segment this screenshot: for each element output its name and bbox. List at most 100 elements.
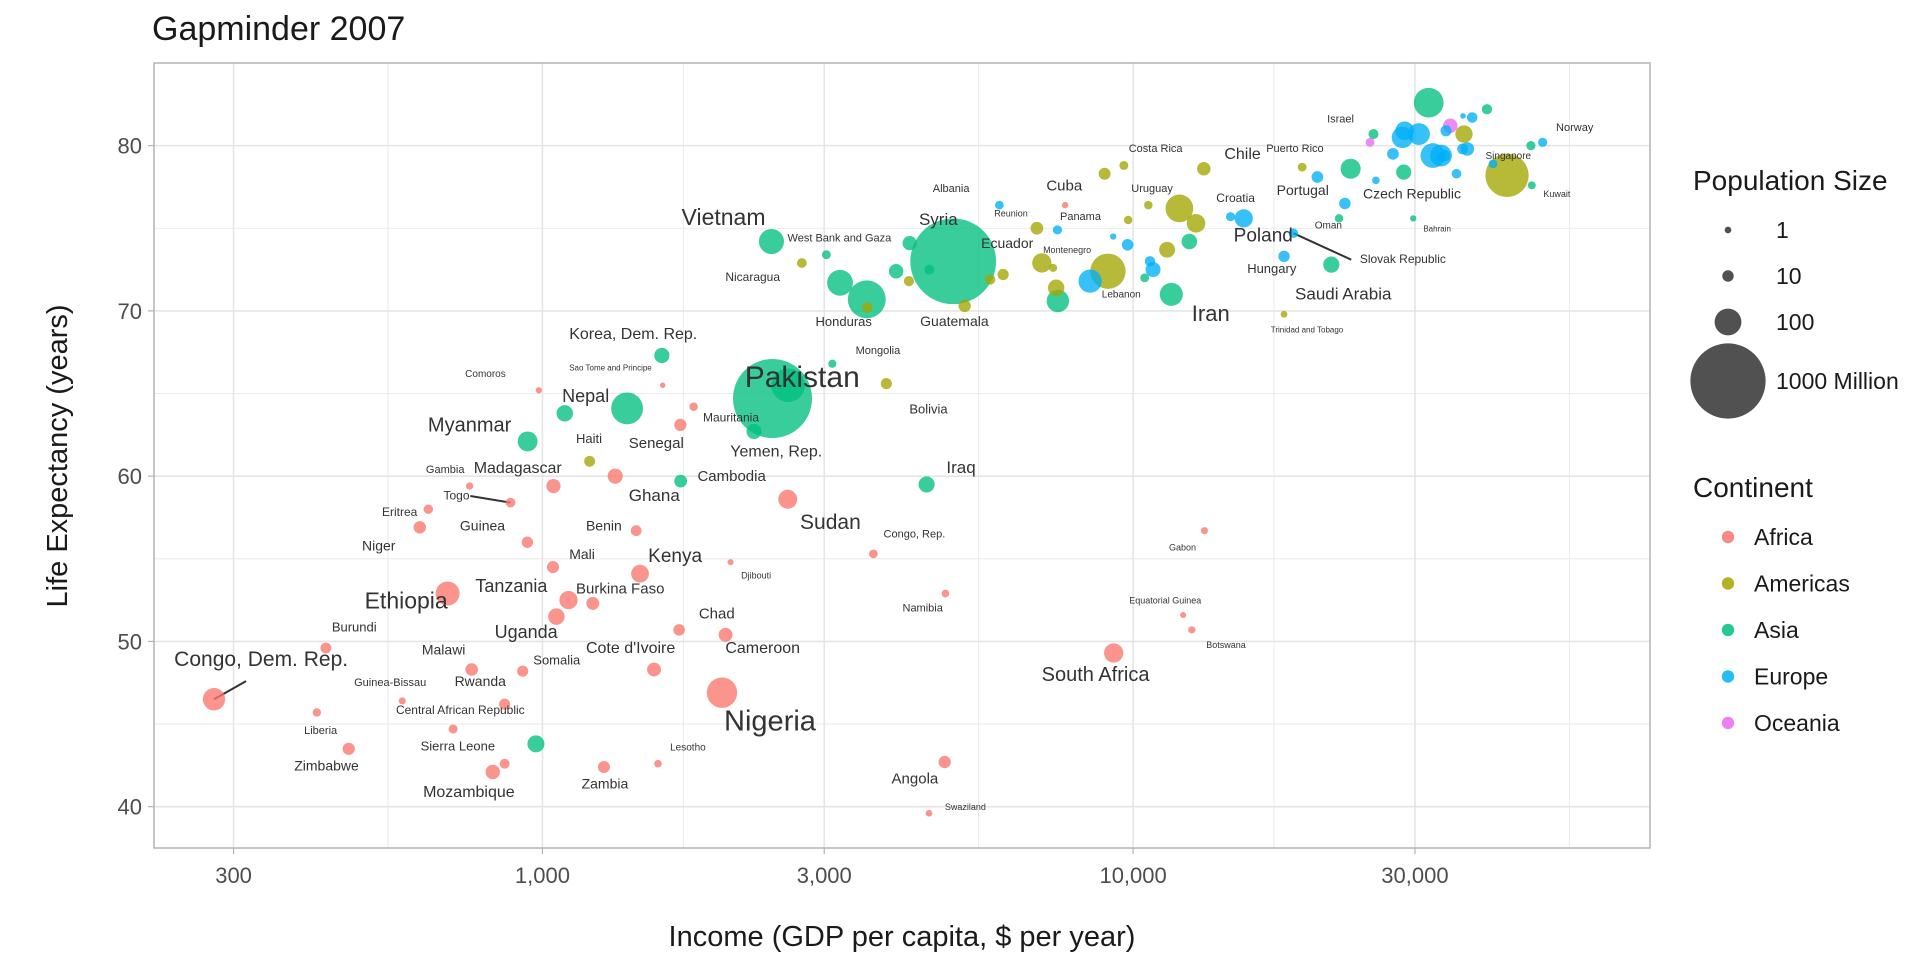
data-point: Honduras	[862, 302, 873, 313]
data-point: Uruguay	[1144, 200, 1153, 210]
color-legend-label: Africa	[1754, 524, 1813, 550]
country-label: Sierra Leone	[421, 738, 495, 753]
data-point: Sudan	[778, 489, 798, 509]
country-label: Trinidad and Tobago	[1271, 325, 1344, 334]
data-point: Switzerland	[1466, 112, 1478, 123]
country-label: Swaziland	[945, 802, 986, 812]
data-point: Guinea-Bissau	[398, 697, 406, 705]
country-label: Equatorial Guinea	[1129, 595, 1201, 605]
country-label: Myanmar	[428, 415, 512, 437]
data-point: Indonesia	[847, 280, 886, 319]
country-label: Ecuador	[981, 235, 1033, 251]
country-label: Congo, Dem. Rep.	[174, 648, 348, 671]
chart-title: Gapminder 2007	[152, 10, 405, 48]
data-point: Canada	[1455, 125, 1473, 143]
country-label: Somalia	[533, 653, 581, 668]
data-point: Burkina Faso	[586, 596, 600, 610]
color-legend-key	[1721, 530, 1735, 544]
data-point: Montenegro	[1110, 233, 1117, 240]
data-point: Cote d'Ivoire	[647, 662, 661, 677]
data-point: Ghana	[607, 468, 623, 484]
country-label: Oman	[1315, 220, 1342, 231]
x-tick-label: 3,000	[797, 863, 852, 888]
color-legend-label: Oceania	[1754, 710, 1840, 736]
data-point: Hungary	[1278, 250, 1290, 263]
data-point: Ireland	[1488, 159, 1498, 169]
country-label: Niger	[362, 538, 396, 554]
size-legend: Population Size 1 10 100 1000 Million	[1690, 165, 1899, 419]
data-point: Djibouti	[727, 559, 734, 566]
data-point: Lesotho	[654, 759, 662, 768]
data-point: Niger	[413, 521, 427, 534]
data-point: Japan	[1413, 87, 1444, 118]
data-point: Cameroon	[718, 627, 733, 642]
country-label: Madagascar	[474, 460, 563, 477]
data-point: Korea, Rep.	[1340, 158, 1361, 179]
data-point: Peru	[1047, 279, 1065, 296]
data-point: Nepal	[556, 405, 573, 422]
color-legend-title: Continent	[1693, 472, 1813, 503]
data-point: Hong Kong, China	[1481, 104, 1493, 115]
x-tick-label: 300	[215, 863, 252, 888]
data-point: Pakistan	[771, 368, 805, 403]
data-point: Saudi Arabia	[1323, 256, 1340, 273]
data-point: Equatorial Guinea	[1180, 611, 1187, 619]
data-point: Slovak Republic	[1288, 228, 1299, 239]
country-label: Congo, Rep.	[884, 528, 946, 540]
country-label: Iraq	[946, 458, 975, 477]
data-point: Sri Lanka	[888, 263, 904, 279]
color-legend-label: Europe	[1754, 664, 1828, 690]
data-point: Myanmar	[517, 431, 538, 452]
plot-border	[153, 62, 1651, 849]
data-point: Mali	[546, 560, 560, 574]
x-tick-label: 10,000	[1099, 863, 1166, 888]
size-legend-key	[1722, 270, 1734, 282]
country-label: Eritrea	[382, 505, 418, 519]
country-label: Albania	[933, 183, 971, 195]
country-label: Bolivia	[909, 401, 948, 416]
y-axis-title: Life Expectancy (years)	[42, 304, 74, 607]
data-point: Spain	[1395, 121, 1414, 141]
country-label: Nicaragua	[725, 270, 780, 284]
size-legend-label: 10	[1776, 263, 1802, 289]
size-legend-key	[1714, 308, 1742, 336]
country-label: Botswana	[1206, 640, 1246, 650]
country-label: Nigeria	[724, 706, 817, 738]
data-point: Ethiopia	[435, 581, 460, 606]
data-point: Guinea	[521, 536, 534, 548]
data-point: Liberia	[312, 708, 322, 717]
country-label: Ghana	[629, 486, 681, 505]
country-labels: Congo, Dem. Rep.BurundiGuinea-BissauLibe…	[174, 113, 1594, 811]
data-point: Puerto Rico	[1297, 162, 1307, 172]
data-point: Gabon	[1200, 527, 1208, 535]
country-label: Togo	[443, 488, 469, 502]
country-label: Puerto Rico	[1266, 143, 1323, 155]
country-label: Malawi	[422, 642, 466, 658]
country-label: Burkina Faso	[576, 580, 664, 597]
country-label: Panama	[1060, 211, 1102, 223]
country-label: Montenegro	[1043, 245, 1091, 255]
country-label: Costa Rica	[1129, 143, 1184, 155]
country-label: Czech Republic	[1363, 186, 1461, 202]
data-point: Mexico	[1165, 194, 1194, 223]
data-point: Croatia	[1225, 212, 1236, 222]
country-label: Senegal	[629, 435, 684, 452]
data-point: Portugal	[1311, 171, 1324, 183]
country-label: Gabon	[1169, 543, 1196, 553]
y-tick-label: 50	[118, 629, 142, 654]
country-label: Kuwait	[1543, 189, 1571, 199]
country-label: Bahrain	[1423, 225, 1451, 234]
data-point: Mongolia	[828, 359, 837, 368]
country-label: Guinea	[460, 518, 505, 534]
data-point: Eritrea	[423, 504, 434, 514]
country-label: Reunion	[994, 209, 1028, 219]
data-point: Bosnia and Herzegovina	[1052, 225, 1063, 235]
country-label: Gambia	[426, 464, 465, 476]
data-point: Somalia	[517, 665, 529, 677]
data-point: Greece	[1387, 148, 1399, 160]
data-point: Austria	[1457, 143, 1469, 155]
country-label: Namibia	[903, 603, 944, 615]
country-label: Zambia	[582, 776, 629, 792]
color-legend-key	[1721, 670, 1735, 683]
